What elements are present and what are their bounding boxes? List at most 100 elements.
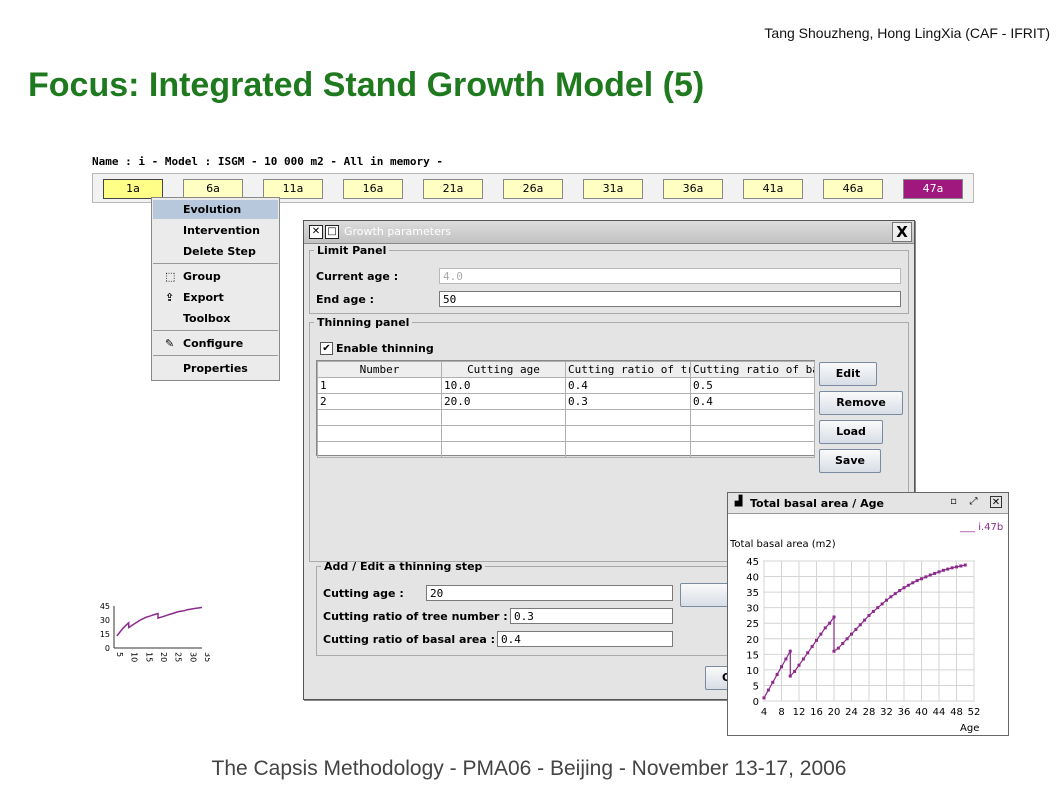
limit-panel: Limit Panel [309,244,909,314]
chart-point [955,565,958,569]
save-button[interactable]: Save [819,449,881,473]
chart-point [784,657,788,661]
mini-chart: 0 15 30 45 5 10 15 20 25 30 35 [100,602,210,662]
thinning-panel: Thinning panel [309,316,909,562]
table-row-empty[interactable] [317,409,815,426]
column-header-ratio-tree[interactable]: Cutting ratio of tree... [565,361,691,378]
step-button-26a[interactable]: 26a [503,179,563,199]
chart-point [950,566,954,570]
table-cell[interactable]: 10.0 [441,377,566,394]
chart-point [911,581,915,585]
column-header-number[interactable]: Number [317,361,442,378]
mini-x-tick-label: 35 [203,652,210,662]
basal-area-chart: 4 8 12 16 20 24 28 32 36 40 44 48 520510152025303540… [746,557,980,718]
step-button-21a[interactable]: 21a [423,179,483,199]
chart-window-title: Total basal area / Age [750,497,885,510]
mini-x-tick-label: 25 [174,652,183,662]
mini-x-tick-label: 10 [130,652,139,662]
slide-footer: The Capsis Methodology - PMA06 - Beijing… [211,757,847,780]
menu-item-properties[interactable]: Properties [153,359,278,378]
chart-point [863,618,867,622]
mini-x-tick-label: 20 [159,652,168,662]
end-age-field[interactable]: 50 [439,291,901,307]
table-row[interactable]: 2 20.0 0.3 0.4 [317,393,815,410]
menu-item-configure[interactable]: ✎ Configure [153,334,278,353]
maximize-icon[interactable]: □ [325,225,339,239]
chart-point [832,615,836,619]
slide-authors: Tang Shouzheng, Hong LingXia (CAF - IFRI… [764,25,1050,41]
ratio-tree-field[interactable]: 0.3 [510,608,673,624]
menu-item-label: Configure [183,337,244,350]
menu-item-label: Toolbox [183,312,231,325]
column-header-ratio-basal[interactable]: Cutting ratio of bas... [690,361,815,378]
chart-point [933,571,937,575]
table-cell[interactable]: 20.0 [441,393,566,410]
minimize-icon[interactable]: ▫ [950,496,957,507]
load-button[interactable]: Load [819,420,883,444]
chart-point [906,583,910,587]
current-age-field[interactable]: 4.0 [439,268,901,284]
ratio-basal-label: Cutting ratio of basal area : [323,633,495,646]
table-row-empty[interactable] [317,425,815,442]
add-step-button[interactable] [680,583,734,607]
cutting-age-field[interactable]: 20 [426,585,673,601]
edit-button[interactable]: Edit [819,362,877,386]
step-button-31a[interactable]: 31a [583,179,643,199]
chart-title-bar[interactable]: ▟ Total basal area / Age ▫ ⤢ ✕ [728,493,1008,514]
remove-button[interactable]: Remove [819,391,903,415]
table-row[interactable]: 1 10.0 0.4 0.5 [317,377,815,394]
chart-point [832,649,836,653]
x-tick-label: 12 [793,707,806,718]
menu-item-export[interactable]: ⇪ Export [153,288,278,307]
menu-item-label: Delete Step [183,245,256,258]
chart-ticks: 4 8 12 16 20 24 28 32 36 40 44 48 520510152025303540… [746,557,980,718]
column-header-cutting-age[interactable]: Cutting age [441,361,566,378]
ratio-basal-field[interactable]: 0.4 [497,631,673,647]
chart-points [762,563,967,700]
dialog-title: Growth parameters [344,225,452,238]
close-icon[interactable]: X [892,222,912,242]
menu-item-intervention[interactable]: Intervention [153,221,278,240]
step-button-36a[interactable]: 36a [663,179,723,199]
close-small-icon[interactable]: ✕ [309,225,323,239]
table-cell[interactable]: 0.5 [690,377,815,394]
menu-item-label: Properties [183,362,248,375]
enable-thinning-checkbox[interactable]: ✔ [320,342,333,355]
menu-item-label: Evolution [183,203,242,216]
mini-y-tick-label: 30 [100,616,110,625]
menu-item-toolbox[interactable]: Toolbox [153,309,278,328]
chart-point [819,632,823,636]
chart-point [924,575,928,579]
resize-icon[interactable]: ⤢ [969,496,978,507]
table-row-empty[interactable] [317,441,815,458]
mini-chart-axes: 0 15 30 45 5 10 15 20 25 30 35 [100,602,210,662]
menu-item-evolution[interactable]: Evolution [153,200,278,219]
menu-item-group[interactable]: ⬚ Group [153,267,278,286]
x-tick-label: 4 [761,707,767,718]
table-cell[interactable]: 2 [317,393,442,410]
table-cell[interactable]: 1 [317,377,442,394]
mini-x-tick-label: 15 [144,652,153,662]
table-cell[interactable]: 0.4 [690,393,815,410]
project-name-line: Name : i - Model : ISGM - 10 000 m2 - Al… [92,155,443,168]
x-tick-label: 36 [898,707,911,718]
menu-item-delete-step[interactable]: Delete Step [153,242,278,261]
chart-legend-entry: ___ i.47b [960,522,1003,533]
step-button-47a[interactable]: 47a [903,179,963,199]
close-icon[interactable]: ✕ [990,496,1002,508]
table-cell[interactable]: 0.4 [565,377,691,394]
dialog-title-bar[interactable]: ✕ □ Growth parameters X [304,221,914,244]
chart-point [920,577,923,581]
step-button-1a[interactable]: 1a [103,179,163,199]
step-button-11a[interactable]: 11a [263,179,323,199]
chart-point [893,592,897,596]
limit-panel-legend: Limit Panel [317,244,387,257]
table-cell[interactable]: 0.3 [565,393,691,410]
chart-point [788,674,792,678]
step-button-16a[interactable]: 16a [343,179,403,199]
step-button-6a[interactable]: 6a [183,179,243,199]
step-button-46a[interactable]: 46a [823,179,883,199]
x-tick-label: 40 [915,707,928,718]
mini-y-tick-label: 15 [100,630,110,639]
step-button-41a[interactable]: 41a [743,179,803,199]
